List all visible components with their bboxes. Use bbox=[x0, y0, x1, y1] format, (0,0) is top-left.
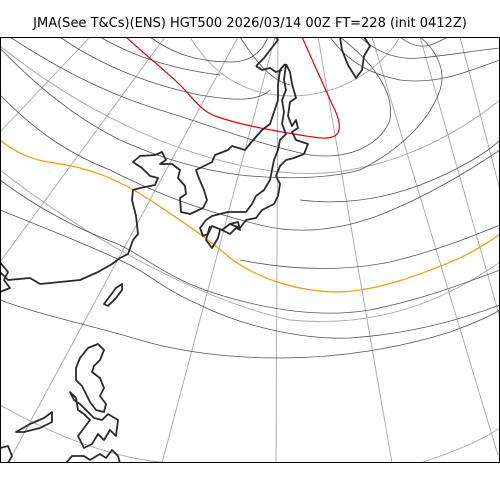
coastline-north bbox=[255, 37, 279, 67]
meridian bbox=[371, 37, 499, 456]
height-contours bbox=[0, 37, 500, 359]
parallel bbox=[0, 404, 500, 463]
meridian bbox=[0, 37, 166, 263]
height-contour bbox=[0, 299, 500, 359]
map-panel bbox=[0, 37, 500, 463]
coastlines bbox=[0, 37, 371, 463]
coastline-mainland bbox=[0, 63, 286, 285]
height-contour bbox=[149, 37, 269, 63]
coastline-taiwan bbox=[103, 283, 123, 307]
contour-red bbox=[125, 37, 340, 139]
coastline-borneo bbox=[0, 445, 13, 463]
height-contour bbox=[59, 37, 500, 100]
height-contour bbox=[0, 209, 500, 339]
coastline-philippines-south bbox=[69, 391, 119, 449]
height-contour bbox=[0, 94, 500, 231]
height-contour bbox=[299, 139, 500, 203]
parallel bbox=[0, 45, 500, 174]
coastline-kamchatka bbox=[339, 37, 371, 79]
contour-orange bbox=[0, 139, 500, 293]
meridian bbox=[459, 37, 500, 191]
hgt500-map bbox=[0, 37, 500, 463]
parallel bbox=[189, 37, 401, 97]
height-contour bbox=[399, 37, 449, 47]
graticule bbox=[0, 37, 500, 463]
meridian bbox=[161, 37, 276, 463]
coastline-north-island bbox=[255, 65, 283, 73]
height-contour bbox=[0, 37, 443, 179]
parallel bbox=[0, 169, 500, 322]
coastline-kyushu bbox=[205, 225, 221, 249]
meridian bbox=[7, 37, 239, 463]
coastline-shikoku bbox=[221, 221, 241, 235]
height-contour bbox=[239, 224, 500, 269]
meridian bbox=[419, 37, 500, 319]
meridian bbox=[317, 37, 393, 463]
height-contour bbox=[9, 37, 392, 157]
coastline-left-edge bbox=[0, 261, 11, 293]
meridian bbox=[0, 37, 91, 133]
coastline-philippines bbox=[75, 343, 107, 413]
meridian bbox=[275, 37, 279, 463]
height-contour bbox=[0, 179, 500, 314]
map-title: JMA(See T&Cs)(ENS) HGT500 2026/03/14 00Z… bbox=[33, 16, 467, 31]
coastline-palawan bbox=[15, 411, 53, 433]
coastline-sulawesi bbox=[65, 449, 121, 463]
